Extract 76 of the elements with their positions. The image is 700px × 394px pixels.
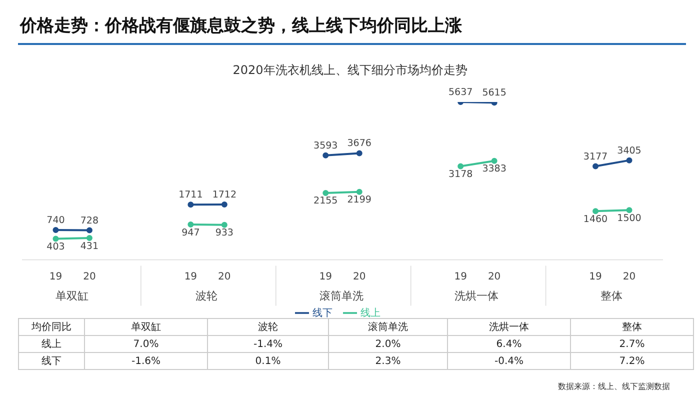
data-label: 2199 bbox=[347, 194, 372, 206]
text: 单双缸 bbox=[55, 290, 88, 303]
text: 滚筒单洗 bbox=[328, 318, 448, 336]
data-label: 3676 bbox=[347, 138, 372, 150]
point bbox=[322, 152, 329, 158]
text: 洗烘一体 bbox=[448, 318, 570, 336]
text: -1.4% bbox=[208, 336, 328, 352]
text: 6.4% bbox=[448, 336, 570, 352]
source-note: 数据来源：线上、线下监测数据 bbox=[558, 381, 670, 392]
text: 波轮 bbox=[208, 318, 328, 336]
text: 整体 bbox=[570, 318, 694, 336]
point bbox=[221, 222, 228, 228]
data-label: 3178 bbox=[448, 168, 473, 180]
text: 2.0% bbox=[328, 336, 448, 352]
x-tick-label: 19 bbox=[589, 272, 602, 283]
point bbox=[592, 163, 599, 170]
data-label: 5637 bbox=[448, 87, 473, 98]
text: 2.7% bbox=[570, 336, 694, 352]
data-label: 947 bbox=[182, 227, 200, 238]
data-label: 5615 bbox=[482, 88, 506, 99]
data-label: 403 bbox=[46, 242, 65, 252]
data-label: 431 bbox=[80, 240, 99, 252]
point bbox=[221, 202, 228, 208]
x-tick-label: 20 bbox=[622, 272, 636, 283]
text: -0.4% bbox=[448, 352, 570, 370]
legend-label: 线上 bbox=[360, 308, 380, 319]
point bbox=[626, 157, 632, 164]
text: -1.6% bbox=[84, 352, 208, 370]
point bbox=[626, 207, 632, 214]
x-tick-label: 20 bbox=[353, 272, 366, 283]
text: 0.1% bbox=[208, 352, 328, 370]
data-label: 3593 bbox=[314, 140, 338, 152]
text: 7.0% bbox=[84, 336, 208, 352]
x-tick-label: 19 bbox=[49, 272, 62, 283]
text: 均价同比 bbox=[18, 318, 84, 336]
point bbox=[188, 202, 194, 208]
data-label: 1712 bbox=[212, 190, 237, 201]
chart-title: 价格走势：价格战有偃旗息鼓之势，线上线下均价同比上涨 bbox=[20, 15, 462, 37]
data-label: 3405 bbox=[617, 145, 642, 156]
x-tick-label: 20 bbox=[83, 272, 96, 283]
text: 线下 bbox=[18, 352, 84, 370]
chart-subtitle: 2020年洗衣机线上、线下细分市场均价走势 bbox=[232, 62, 468, 79]
x-tick-label: 19 bbox=[184, 272, 198, 283]
data-label: 2155 bbox=[314, 196, 338, 207]
data-label: 1711 bbox=[178, 190, 203, 201]
data-label: 1500 bbox=[617, 212, 642, 224]
text: 波轮 bbox=[196, 290, 218, 303]
legend-label: 线下 bbox=[312, 308, 332, 319]
point bbox=[356, 150, 362, 156]
point bbox=[86, 235, 92, 242]
x-tick-label: 19 bbox=[319, 272, 332, 283]
data-label: 1460 bbox=[583, 214, 608, 225]
point bbox=[458, 163, 464, 170]
data-label: 740 bbox=[46, 214, 65, 226]
point bbox=[86, 227, 92, 234]
point bbox=[322, 190, 329, 196]
x-tick-label: 19 bbox=[454, 272, 467, 283]
text: 单双缸 bbox=[84, 318, 208, 336]
data-label: 933 bbox=[215, 228, 234, 239]
point bbox=[188, 222, 194, 228]
text: 2.3% bbox=[328, 352, 448, 370]
x-tick-label: 20 bbox=[488, 272, 501, 283]
point bbox=[52, 236, 59, 242]
point bbox=[592, 208, 599, 214]
text: 滚筒单洗 bbox=[320, 290, 364, 303]
data-label: 3177 bbox=[583, 151, 608, 162]
text: 洗烘一体 bbox=[454, 290, 499, 303]
x-tick-label: 20 bbox=[218, 272, 231, 283]
point bbox=[356, 188, 362, 195]
text: 7.2% bbox=[570, 352, 694, 370]
text: 线上 bbox=[18, 336, 84, 352]
point bbox=[491, 158, 498, 164]
text: 整体 bbox=[600, 290, 623, 303]
data-label: 3383 bbox=[482, 164, 506, 175]
data-label: 728 bbox=[80, 215, 99, 226]
point bbox=[52, 226, 59, 233]
